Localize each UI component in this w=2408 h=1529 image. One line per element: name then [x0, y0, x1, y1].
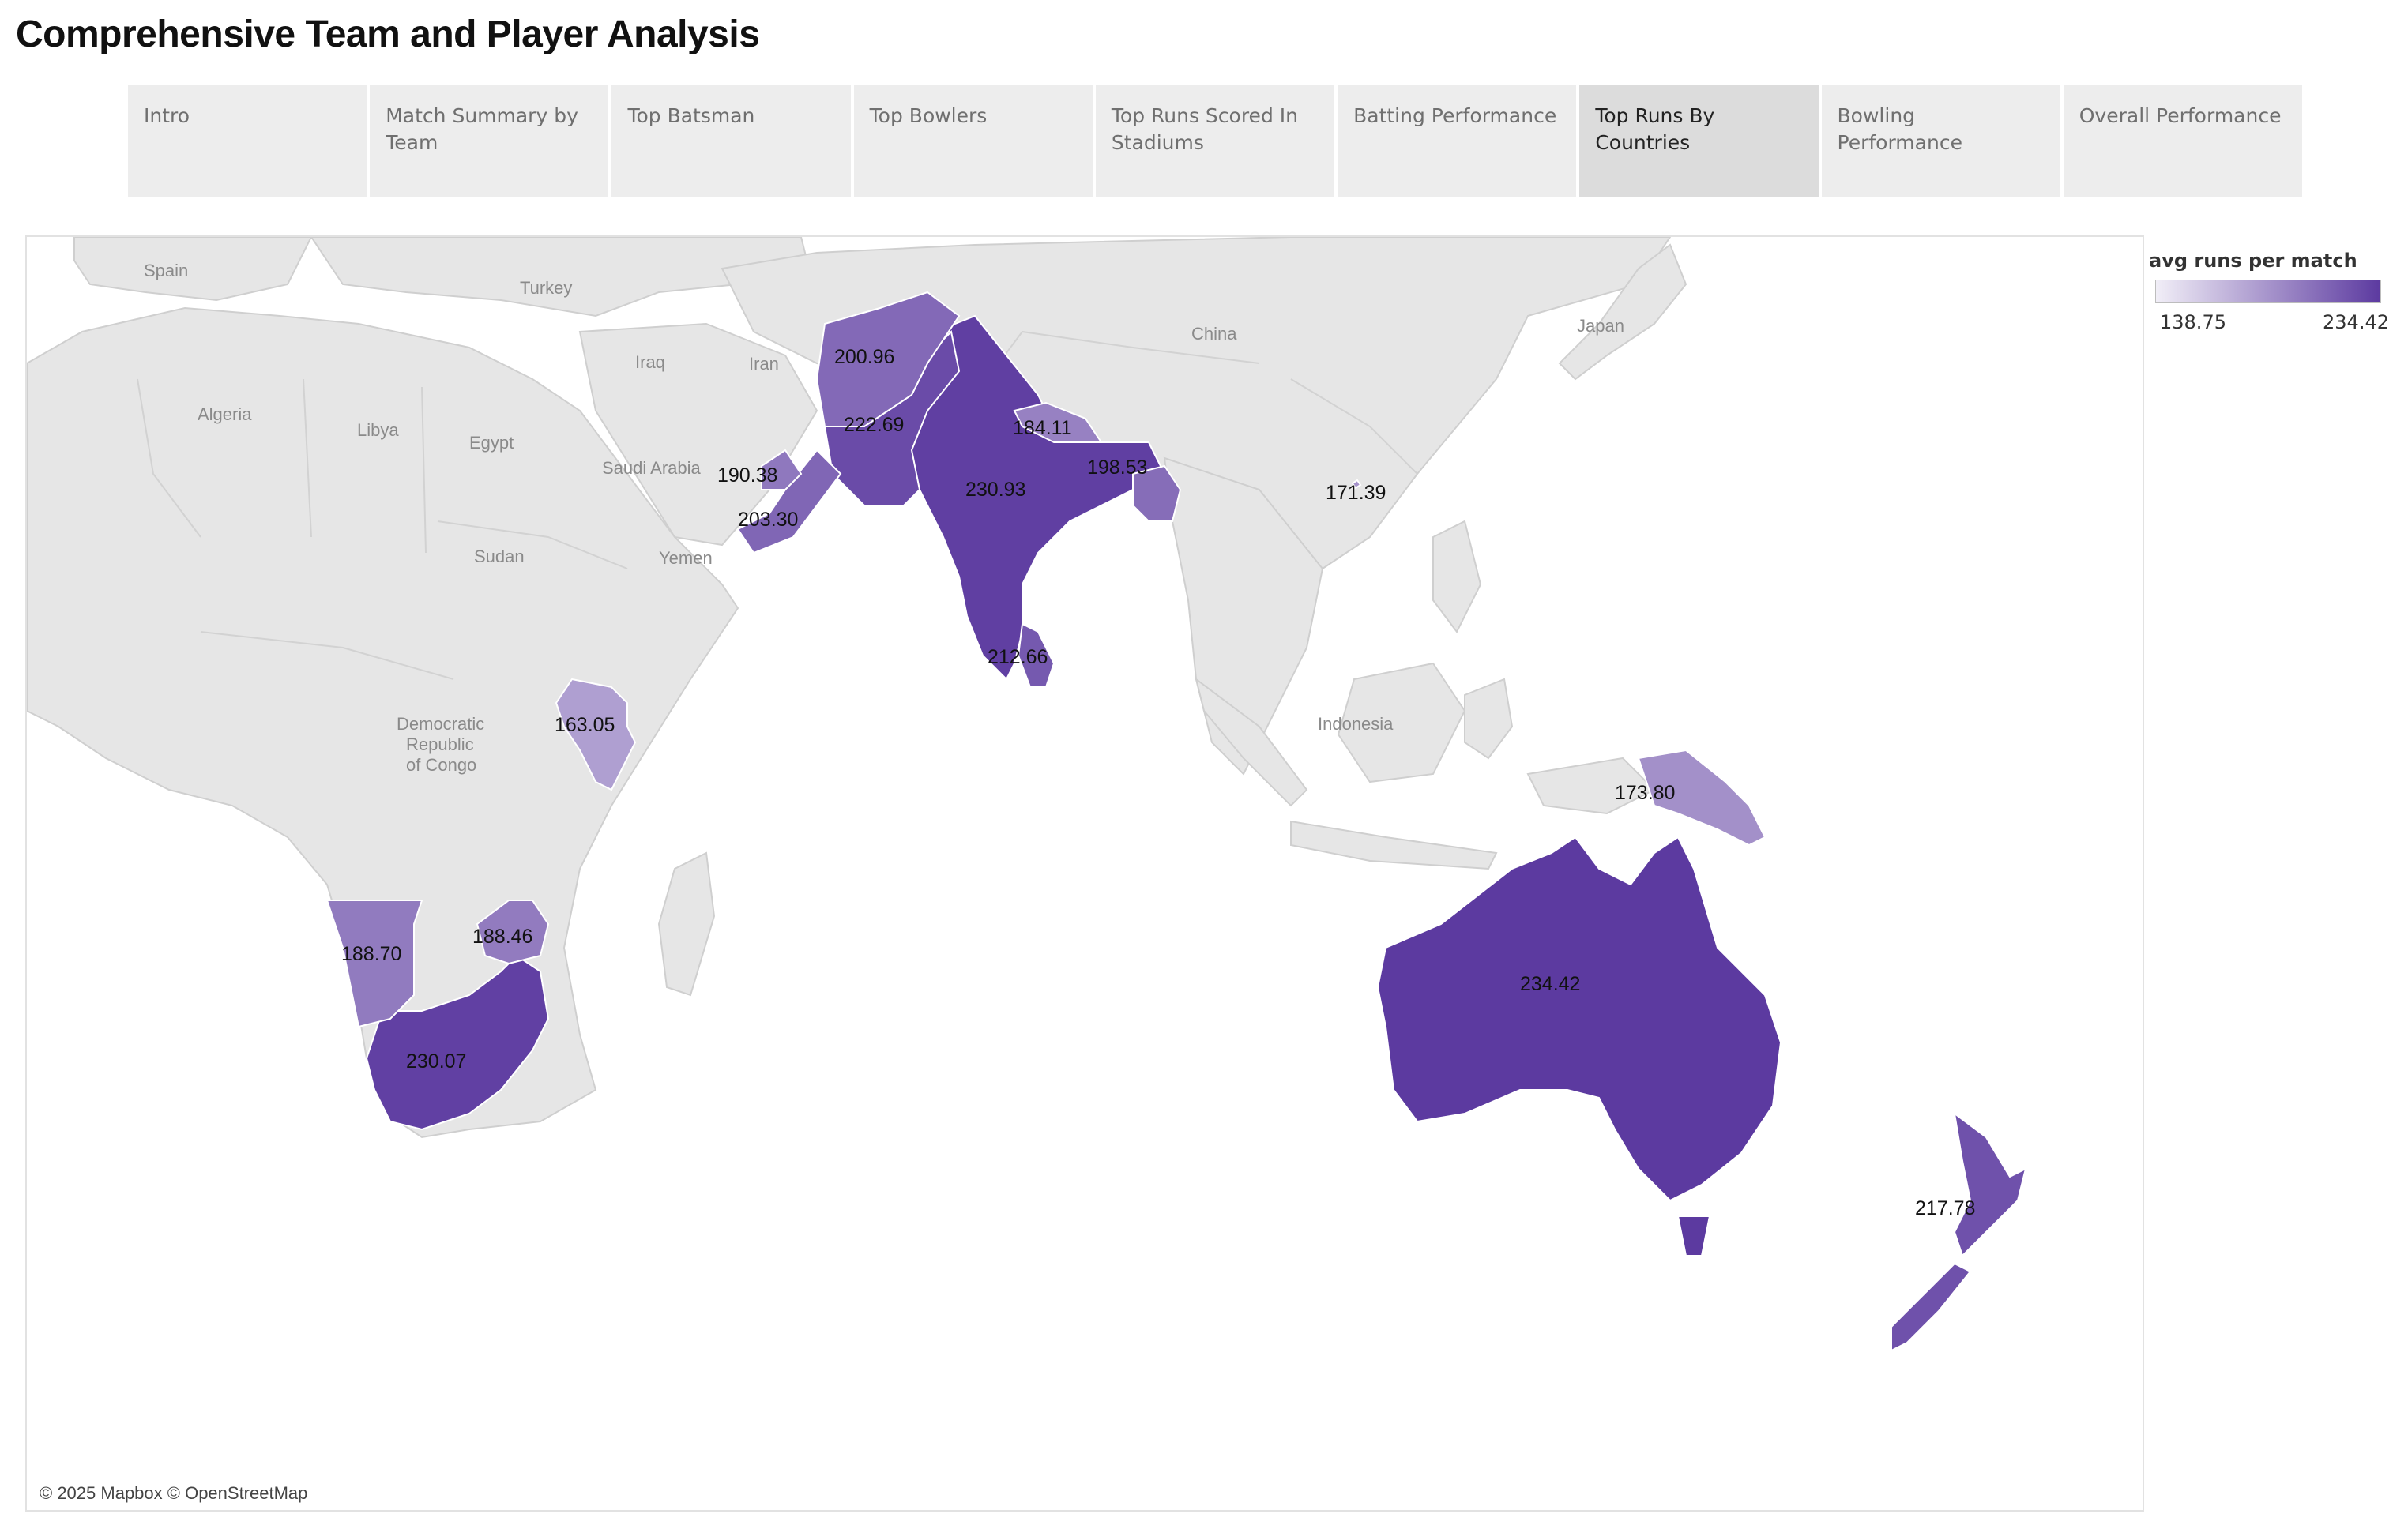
value-label-new-zealand: 217.78: [1915, 1197, 1975, 1219]
tab-overall-performance[interactable]: Overall Performance: [2063, 85, 2302, 197]
value-label-namibia: 188.70: [341, 943, 401, 965]
value-label-kenya: 163.05: [555, 714, 615, 736]
value-label-pakistan: 222.69: [844, 414, 904, 436]
country-name-label: Algeria: [198, 404, 252, 424]
country-name-label: Sudan: [474, 547, 525, 566]
legend-max-label: 234.42: [2323, 311, 2389, 333]
country-name-label: Turkey: [520, 278, 572, 298]
legend-min-label: 138.75: [2160, 311, 2226, 333]
country-name-labels: Spain Turkey Iraq Iran China Japan Alger…: [144, 261, 1624, 775]
country-name-label: Egypt: [469, 433, 514, 453]
choropleth-map[interactable]: Spain Turkey Iraq Iran China Japan Alger…: [25, 235, 2144, 1512]
country-shape-south-africa[interactable]: [365, 954, 550, 1131]
value-labels: 234.42 230.93 230.07 222.69 217.78 212.6…: [341, 346, 1975, 1219]
country-shape-new-zealand[interactable]: [1953, 1111, 2027, 1257]
country-shape-sri-lanka[interactable]: [1017, 622, 1055, 688]
value-label-zimbabwe: 188.46: [472, 926, 532, 948]
tab-top-runs-stadiums[interactable]: Top Runs Scored In Stadiums: [1095, 85, 1335, 197]
country-name-label: Japan: [1577, 316, 1624, 336]
dashboard-tab-bar: Intro Match Summary by Team Top Batsman …: [128, 85, 2302, 197]
legend-title: avg runs per match: [2149, 250, 2357, 272]
value-label-sri-lanka: 212.66: [988, 646, 1048, 668]
country-name-label: Iran: [749, 354, 779, 374]
country-shape-hong-kong[interactable]: [1351, 479, 1362, 490]
tab-top-batsman[interactable]: Top Batsman: [611, 85, 851, 197]
legend-labels: 138.75 234.42: [2160, 311, 2389, 333]
tab-bowling-performance[interactable]: Bowling Performance: [1821, 85, 2060, 197]
country-shapes[interactable]: [325, 291, 2027, 1352]
country-shape-bangladesh[interactable]: [1132, 464, 1182, 522]
country-name-label: Saudi Arabia: [602, 458, 702, 478]
value-label-uae: 190.38: [717, 464, 777, 486]
tab-top-runs-by-countries[interactable]: Top Runs By Countries: [1579, 85, 1819, 197]
map-attribution[interactable]: © 2025 Mapbox © OpenStreetMap: [40, 1483, 308, 1503]
country-shape-tasmania[interactable]: [1676, 1215, 1711, 1257]
value-label-australia: 234.42: [1520, 973, 1580, 995]
country-name-label: Republic: [406, 734, 474, 754]
tab-match-summary-by-team[interactable]: Match Summary by Team: [370, 85, 609, 197]
country-shape-uae[interactable]: [761, 449, 803, 490]
legend-gradient-bar: [2155, 280, 2381, 303]
country-shape-new-zealand-south[interactable]: [1891, 1262, 1972, 1352]
country-name-label: of Congo: [406, 755, 476, 775]
value-label-oman: 203.30: [738, 509, 798, 531]
tab-top-bowlers[interactable]: Top Bowlers: [853, 85, 1093, 197]
value-label-afghanistan: 200.96: [834, 346, 894, 368]
country-shape-papua-new-guinea[interactable]: [1637, 749, 1766, 847]
country-shape-zimbabwe[interactable]: [476, 900, 550, 965]
value-label-south-africa: 230.07: [406, 1050, 466, 1073]
country-name-label: Indonesia: [1318, 714, 1394, 734]
tab-batting-performance[interactable]: Batting Performance: [1338, 85, 1577, 197]
country-name-label: Democratic: [397, 714, 484, 734]
country-shape-australia[interactable]: [1376, 836, 1782, 1202]
value-label-india: 230.93: [965, 479, 1025, 501]
country-shape-afghanistan[interactable]: [815, 291, 961, 427]
country-shape-kenya[interactable]: [555, 678, 637, 791]
value-label-hong-kong: 171.39: [1326, 482, 1386, 504]
value-label-papua-new-guinea: 173.80: [1615, 782, 1675, 804]
value-label-nepal: 184.11: [1013, 417, 1072, 439]
country-name-label: Iraq: [635, 352, 665, 372]
country-name-label: Spain: [144, 261, 188, 280]
page-title: Comprehensive Team and Player Analysis: [16, 13, 760, 55]
value-label-bangladesh: 198.53: [1087, 456, 1147, 479]
country-shape-oman[interactable]: [736, 449, 842, 554]
base-land: [27, 237, 1687, 1139]
map-canvas[interactable]: Spain Turkey Iraq Iran China Japan Alger…: [27, 237, 2144, 1512]
country-name-label: China: [1191, 324, 1237, 344]
country-shape-nepal[interactable]: [1013, 401, 1103, 443]
country-name-label: Libya: [357, 420, 399, 440]
color-legend: avg runs per match 138.75 234.42: [2149, 250, 2394, 333]
tab-intro[interactable]: Intro: [128, 85, 367, 197]
country-shape-namibia[interactable]: [325, 900, 423, 1028]
country-name-label: Yemen: [659, 548, 713, 568]
